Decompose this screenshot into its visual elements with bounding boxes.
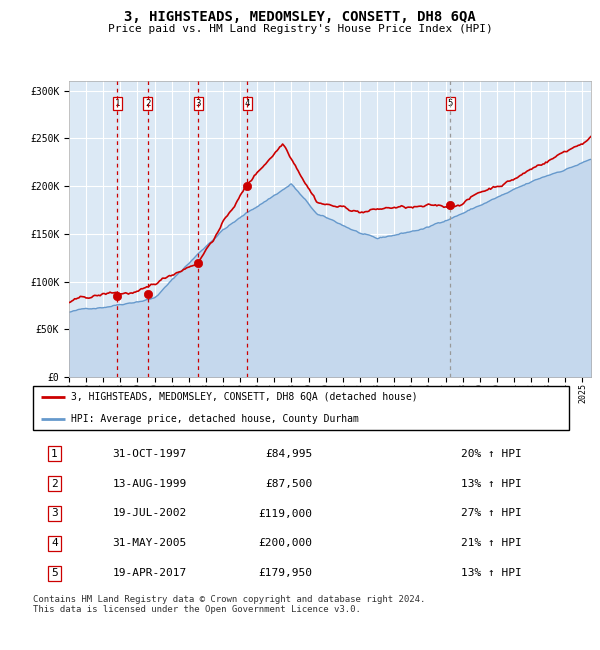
- Text: 3, HIGHSTEADS, MEDOMSLEY, CONSETT, DH8 6QA: 3, HIGHSTEADS, MEDOMSLEY, CONSETT, DH8 6…: [124, 10, 476, 24]
- Text: 3: 3: [196, 99, 201, 108]
- Text: 1: 1: [51, 448, 58, 459]
- Text: £179,950: £179,950: [259, 568, 313, 578]
- Text: Price paid vs. HM Land Registry's House Price Index (HPI): Price paid vs. HM Land Registry's House …: [107, 24, 493, 34]
- Text: 13% ↑ HPI: 13% ↑ HPI: [461, 478, 522, 489]
- Text: 4: 4: [244, 99, 250, 108]
- Text: 20% ↑ HPI: 20% ↑ HPI: [461, 448, 522, 459]
- Text: 27% ↑ HPI: 27% ↑ HPI: [461, 508, 522, 519]
- Text: 2: 2: [145, 99, 151, 108]
- Text: 3, HIGHSTEADS, MEDOMSLEY, CONSETT, DH8 6QA (detached house): 3, HIGHSTEADS, MEDOMSLEY, CONSETT, DH8 6…: [71, 392, 418, 402]
- Text: 1: 1: [115, 99, 120, 108]
- Text: 5: 5: [51, 568, 58, 578]
- Text: 3: 3: [51, 508, 58, 519]
- Text: 2: 2: [51, 478, 58, 489]
- Text: 31-OCT-1997: 31-OCT-1997: [112, 448, 187, 459]
- Text: 19-APR-2017: 19-APR-2017: [112, 568, 187, 578]
- Text: Contains HM Land Registry data © Crown copyright and database right 2024.
This d: Contains HM Land Registry data © Crown c…: [33, 595, 425, 614]
- Text: £87,500: £87,500: [265, 478, 313, 489]
- Text: 31-MAY-2005: 31-MAY-2005: [112, 538, 187, 549]
- Text: £119,000: £119,000: [259, 508, 313, 519]
- Text: £200,000: £200,000: [259, 538, 313, 549]
- Text: 13% ↑ HPI: 13% ↑ HPI: [461, 568, 522, 578]
- Text: 13-AUG-1999: 13-AUG-1999: [112, 478, 187, 489]
- Text: 4: 4: [51, 538, 58, 549]
- Text: 21% ↑ HPI: 21% ↑ HPI: [461, 538, 522, 549]
- FancyBboxPatch shape: [33, 386, 569, 430]
- Text: 19-JUL-2002: 19-JUL-2002: [112, 508, 187, 519]
- Text: HPI: Average price, detached house, County Durham: HPI: Average price, detached house, Coun…: [71, 414, 359, 424]
- Text: 5: 5: [448, 99, 453, 108]
- Text: £84,995: £84,995: [265, 448, 313, 459]
